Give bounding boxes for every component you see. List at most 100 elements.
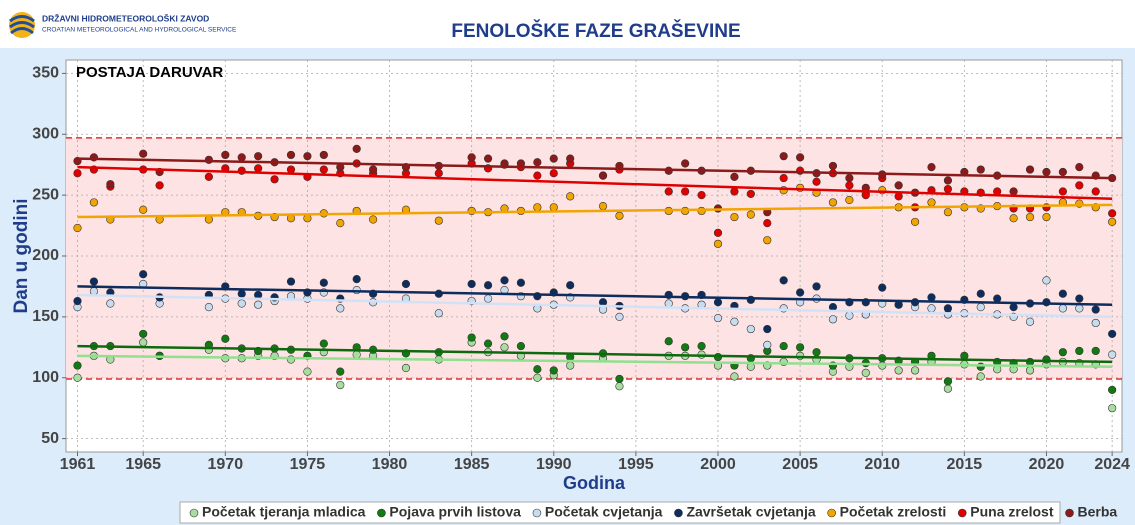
point	[73, 361, 82, 370]
point	[483, 281, 493, 290]
x-tick-label: 1975	[290, 456, 326, 473]
point	[1058, 289, 1067, 298]
point	[713, 298, 723, 307]
point	[319, 278, 328, 287]
point	[254, 300, 263, 309]
point	[467, 279, 476, 289]
legend-label: Puna zrelost	[970, 504, 1054, 520]
org-name-en: CROATIAN METEOROLOGICAL AND HYDROLOGICAL…	[42, 27, 237, 34]
point	[566, 281, 575, 290]
point	[483, 339, 493, 348]
point	[336, 367, 345, 376]
trend-line	[77, 165, 1113, 201]
x-axis-label: Godina	[563, 473, 626, 493]
y-tick-label: 300	[32, 125, 59, 142]
legend-label: Berba	[1078, 504, 1118, 520]
point	[352, 144, 361, 153]
point	[254, 164, 263, 173]
point	[697, 191, 706, 200]
point	[369, 215, 378, 224]
legend-label: Početak cvjetanja	[545, 504, 663, 520]
point	[401, 279, 411, 289]
point	[500, 343, 509, 352]
point	[927, 293, 936, 302]
point	[878, 283, 887, 292]
point	[828, 161, 838, 171]
point	[1058, 167, 1067, 177]
point	[467, 153, 476, 162]
point	[763, 236, 772, 245]
point	[796, 153, 805, 162]
legend-items: Početak tjeranja mladica Pojava prvih lis…	[189, 504, 1118, 520]
point	[566, 154, 575, 163]
point	[533, 171, 542, 180]
trend-line	[77, 285, 1113, 306]
point	[730, 172, 739, 181]
point	[286, 150, 296, 160]
point	[828, 198, 838, 207]
point	[139, 338, 148, 347]
point	[1075, 304, 1084, 313]
point	[796, 288, 805, 297]
point	[943, 384, 953, 393]
point	[828, 315, 838, 324]
point	[713, 313, 723, 323]
x-tick-label: 1980	[372, 456, 408, 473]
point	[730, 317, 739, 326]
point	[927, 304, 936, 313]
point	[1108, 329, 1117, 339]
point	[352, 275, 361, 284]
point	[336, 380, 345, 390]
point	[549, 169, 558, 178]
point	[1025, 165, 1035, 174]
x-tick-label: 1965	[125, 456, 161, 473]
point	[549, 366, 558, 375]
point	[713, 228, 723, 237]
legend-marker	[674, 508, 683, 518]
point	[500, 332, 509, 341]
point	[943, 304, 953, 313]
y-tick-label: 200	[32, 247, 59, 264]
x-tick-label: 2000	[700, 456, 736, 473]
y-tick-label: 50	[41, 430, 59, 447]
point	[1025, 366, 1035, 375]
point	[106, 180, 115, 189]
point	[697, 341, 706, 351]
point	[1042, 276, 1051, 285]
point	[894, 192, 903, 201]
point	[549, 154, 558, 163]
legend-label: Početak zrelosti	[840, 504, 947, 520]
point	[812, 348, 821, 357]
point	[336, 219, 345, 228]
legend-marker	[827, 508, 836, 518]
point	[812, 282, 821, 291]
trend-line	[77, 203, 1113, 219]
point	[1058, 348, 1067, 357]
point	[927, 163, 936, 172]
point	[598, 171, 608, 180]
point	[845, 195, 854, 205]
point	[1108, 209, 1117, 218]
point	[533, 373, 542, 382]
point	[254, 152, 263, 161]
point	[516, 341, 526, 351]
point	[286, 165, 296, 174]
point	[976, 289, 985, 298]
point	[943, 184, 953, 194]
legend-marker	[1065, 508, 1074, 518]
point	[303, 152, 312, 161]
point	[369, 165, 378, 174]
point	[237, 299, 246, 308]
header	[0, 0, 1135, 48]
point	[73, 296, 82, 306]
point	[319, 150, 328, 160]
point	[352, 350, 361, 359]
org-name: DRŽAVNI HIDROMETEOROLOŠKI ZAVOD	[42, 12, 209, 23]
x-tick-label: 1961	[60, 456, 96, 473]
point	[664, 337, 673, 346]
x-tick-label: 1970	[208, 456, 244, 473]
point	[434, 216, 443, 225]
point	[237, 289, 246, 298]
legend-marker	[377, 508, 386, 518]
point	[89, 198, 99, 207]
